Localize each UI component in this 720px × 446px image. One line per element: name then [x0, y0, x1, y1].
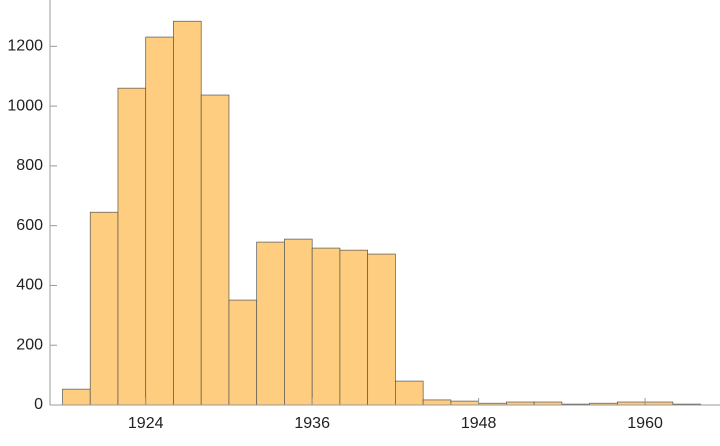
y-tick-label: 600	[16, 217, 43, 234]
y-tick-label: 0	[34, 396, 43, 413]
y-tick-label: 400	[16, 277, 43, 294]
bar	[89, 211, 119, 406]
y-tick-label: 200	[16, 336, 43, 353]
y-tick-label: 1000	[7, 97, 43, 114]
bar	[284, 238, 313, 406]
bar	[450, 400, 479, 406]
bar	[228, 299, 258, 406]
bar	[311, 247, 341, 406]
bar	[145, 36, 174, 406]
bar	[339, 249, 369, 406]
bar	[395, 380, 424, 406]
y-tick-label: 1200	[7, 38, 43, 55]
bar	[117, 87, 147, 406]
bar	[62, 388, 91, 406]
x-tick-label: 1948	[461, 415, 497, 432]
y-tick-label: 800	[16, 157, 43, 174]
x-tick-label: 1936	[294, 415, 330, 432]
bar	[422, 399, 452, 406]
x-tick-label: 1960	[627, 415, 663, 432]
x-tick-label: 1924	[128, 415, 164, 432]
bar	[367, 253, 396, 406]
bar	[200, 94, 230, 406]
bar	[256, 241, 285, 406]
bar	[173, 20, 202, 406]
